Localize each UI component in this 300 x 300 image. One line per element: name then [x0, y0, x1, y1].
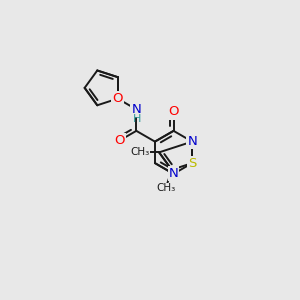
Text: O: O: [115, 134, 125, 147]
Text: N: N: [131, 103, 141, 116]
Text: S: S: [188, 157, 196, 169]
Text: O: O: [112, 92, 123, 105]
Text: O: O: [168, 105, 179, 119]
Text: N: N: [187, 135, 197, 148]
Text: H: H: [133, 114, 142, 124]
Text: CH₃: CH₃: [130, 147, 149, 158]
Text: CH₃: CH₃: [156, 183, 176, 193]
Text: N: N: [169, 167, 178, 180]
